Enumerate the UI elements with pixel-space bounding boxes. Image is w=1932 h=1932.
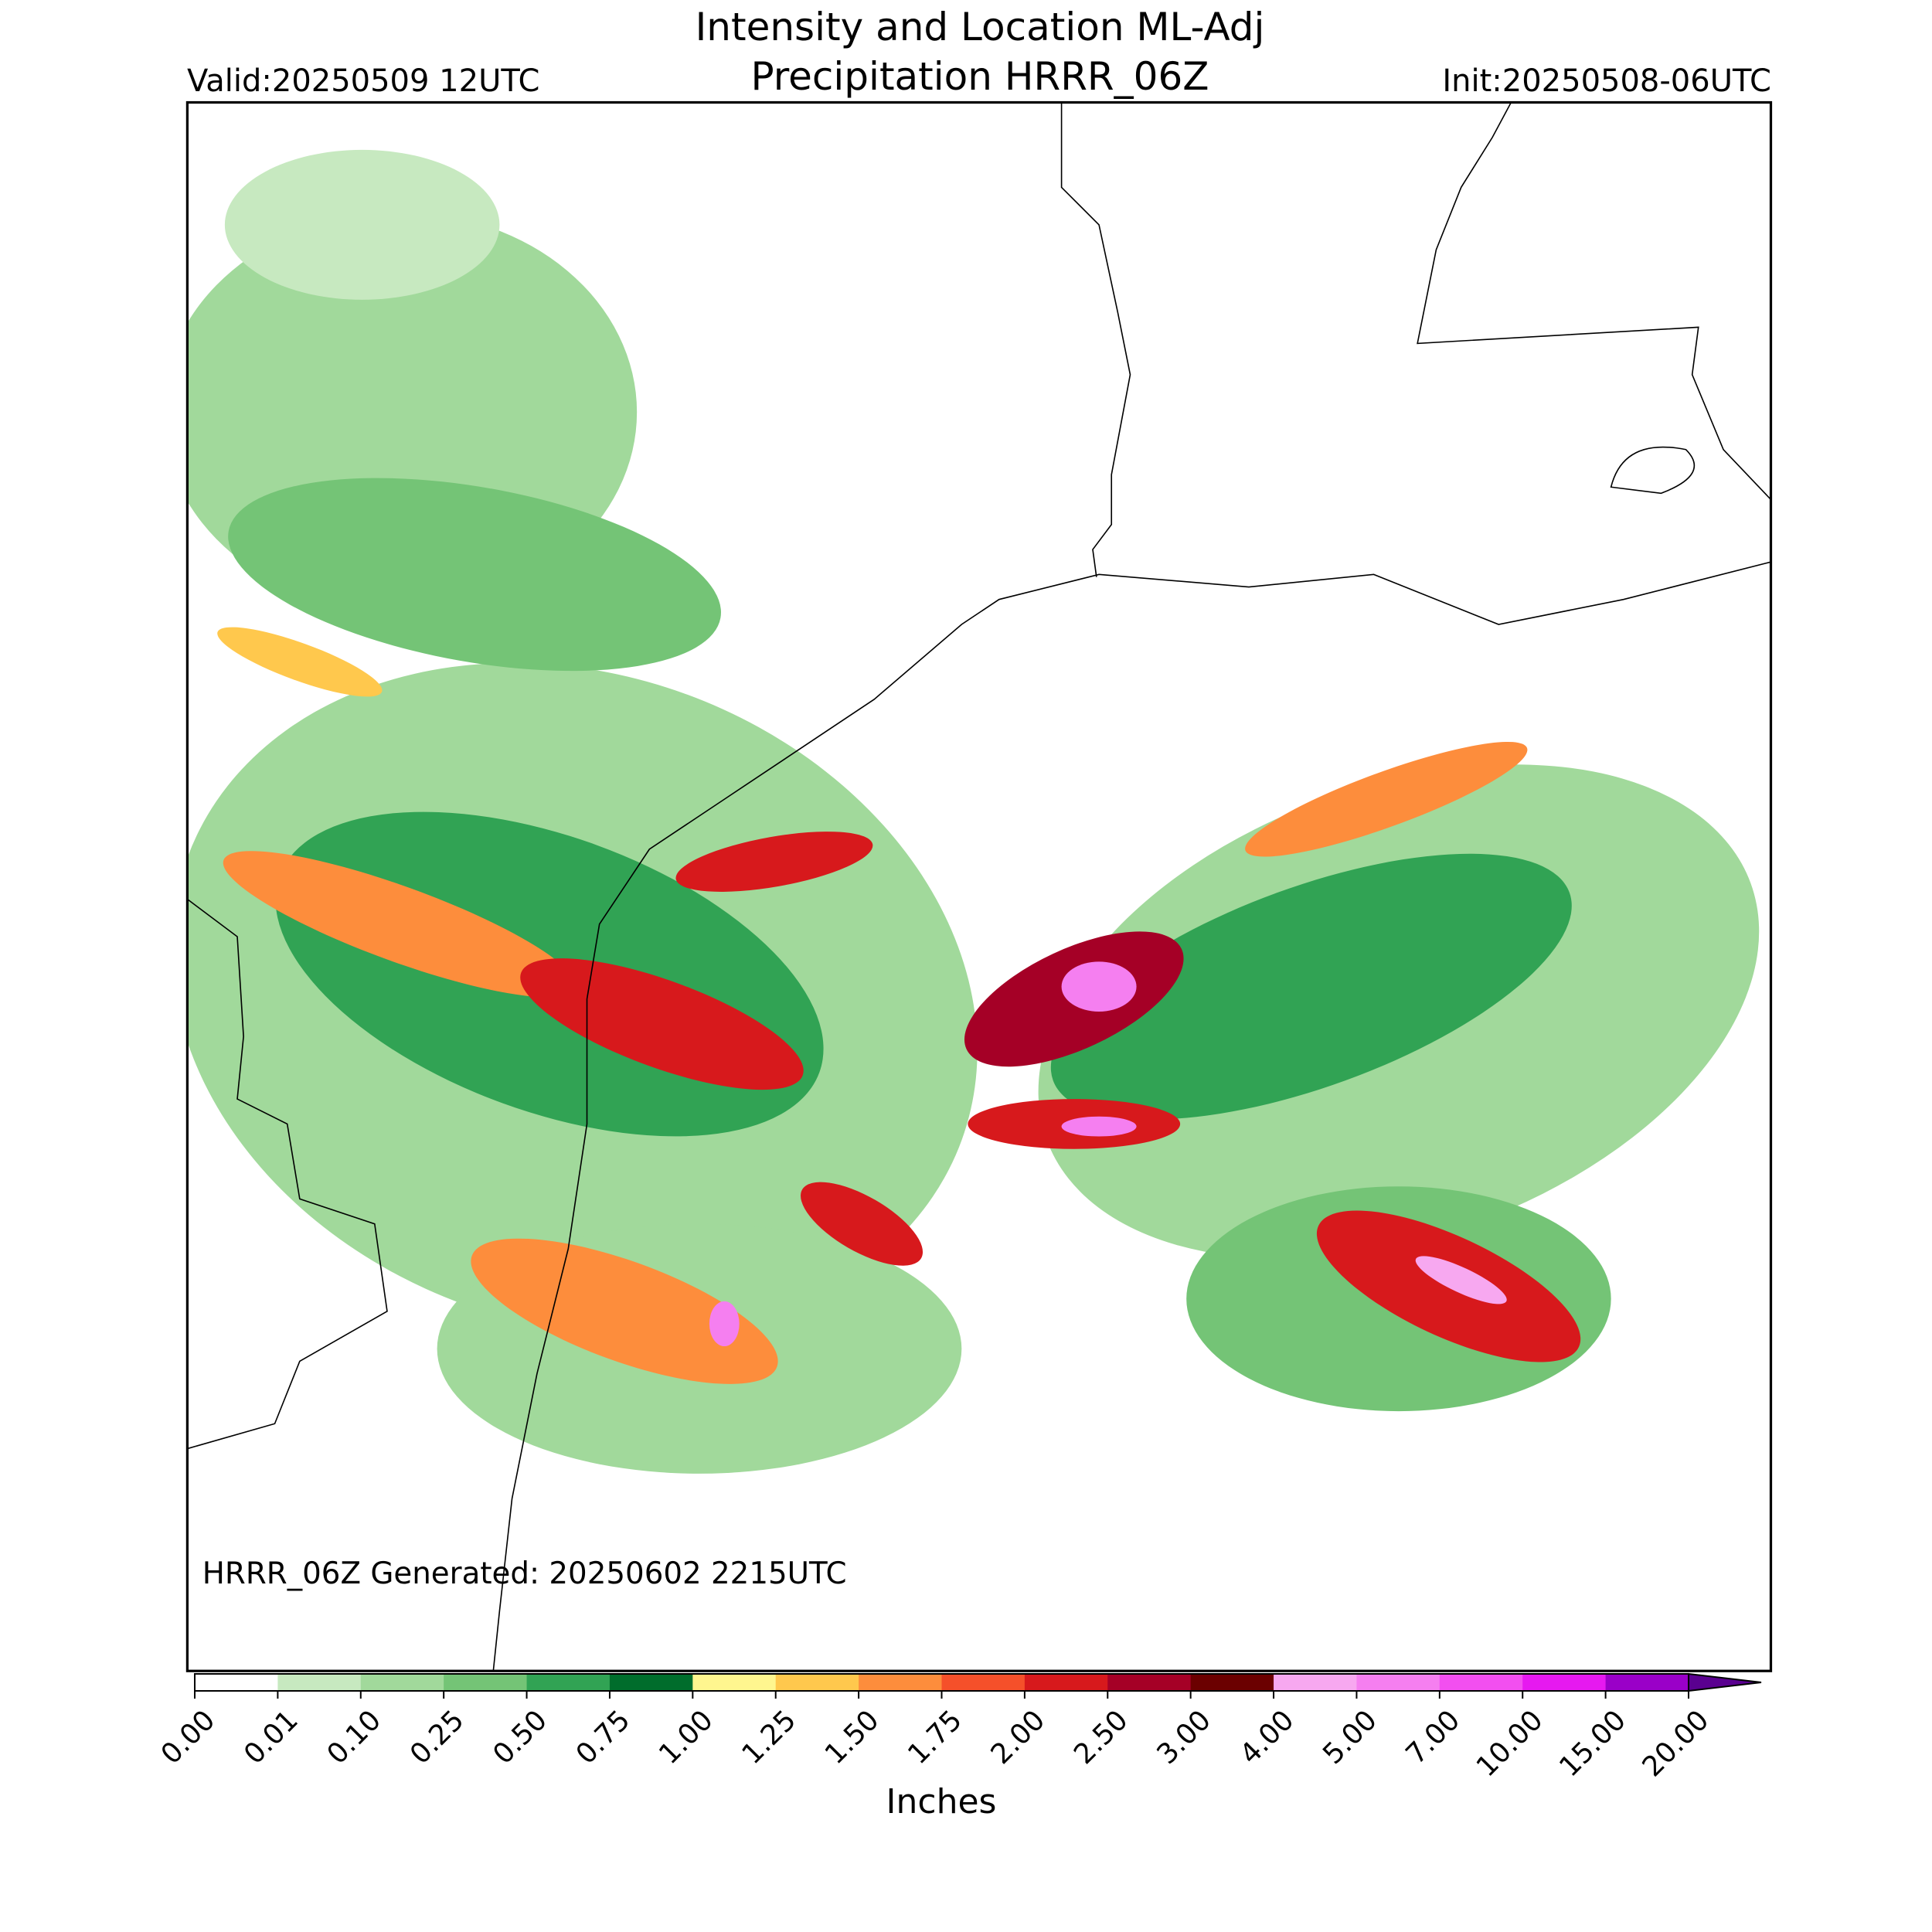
colorbar-segment [775, 1674, 859, 1691]
precip-band [223, 851, 577, 998]
colorbar-segment [1522, 1674, 1607, 1691]
precip-field [187, 149, 1760, 1474]
colorbar-segment [609, 1674, 693, 1691]
colorbar-extend [1688, 1672, 1762, 1692]
title-line-1: Intensity and Location ML-Adj [696, 5, 1265, 49]
map: HRRR_06Z Generated: 20250602 2215UTC [185, 100, 1773, 1672]
precip-band [217, 627, 383, 697]
colorbar-segment [1107, 1674, 1192, 1691]
colorbar-segment [692, 1674, 777, 1691]
lake [1610, 446, 1696, 495]
boundaries [186, 102, 1772, 1672]
colorbar-segment [526, 1674, 611, 1691]
map-frame [185, 100, 1773, 1672]
colorbar-tick-label: 10.00 [1471, 1704, 1549, 1783]
precip-core [709, 1301, 740, 1347]
border-line [186, 898, 388, 1450]
colorbar-segment [1356, 1674, 1440, 1691]
colorbar-segment [277, 1674, 362, 1691]
precip-band [1245, 741, 1528, 857]
colorbar-segment [444, 1674, 528, 1691]
state-line [1417, 102, 1772, 500]
init-time: Init:20250508-06UTC [1442, 63, 1771, 99]
colorbar-tick-label: 2.50 [1068, 1704, 1134, 1770]
colorbar-segment [195, 1674, 278, 1691]
colorbar-tick-label: 1.75 [902, 1704, 968, 1770]
colorbar-tick-label: 0.01 [238, 1704, 304, 1770]
colorbar-segment [1439, 1674, 1523, 1691]
colorbar-segment [859, 1674, 942, 1691]
colorbar-segment [360, 1674, 444, 1691]
precip-band [801, 1182, 923, 1266]
precip-core [1415, 1256, 1507, 1304]
colorbar-tick-label: 2.00 [985, 1704, 1052, 1770]
colorbar-tick-label: 0.00 [155, 1704, 222, 1770]
precip-area [1050, 853, 1572, 1120]
colorbar-tick-label: 4.00 [1234, 1704, 1301, 1770]
colorbar-segment [941, 1674, 1026, 1691]
colorbar: 0.00 0.01 0.10 0.25 0.50 0.75 1.00 1.25 1.50 1.75… [155, 1672, 1762, 1783]
colorbar-tick-label: 7.00 [1400, 1704, 1467, 1770]
precip-area [224, 149, 500, 300]
precip-band [675, 832, 873, 892]
colorbar-tick-label: 5.00 [1317, 1704, 1383, 1770]
valid-time: Valid:20250509 12UTC [187, 63, 539, 99]
title-line-2: Precipitation HRRR_06Z [750, 54, 1209, 99]
colorbar-tick-label: 1.50 [819, 1704, 886, 1770]
colorbar-tick-label: 1.25 [736, 1704, 803, 1770]
colorbar-segment [1190, 1674, 1274, 1691]
generated-note: HRRR_06Z Generated: 20250602 2215UTC [202, 1556, 847, 1591]
precip-area [228, 478, 721, 672]
colorbar-segment [1605, 1674, 1689, 1691]
coastline [492, 561, 1771, 1672]
precip-core [1061, 1116, 1137, 1137]
colorbar-tick-label: 0.25 [404, 1704, 471, 1770]
colorbar-tick-label: 20.00 [1637, 1704, 1716, 1783]
precip-core [1061, 961, 1137, 1012]
colorbar-tick-label: 1.00 [653, 1704, 719, 1770]
colorbar-tick-label: 3.00 [1151, 1704, 1217, 1770]
colorbar-label: Inches [886, 1782, 997, 1821]
colorbar-tick-label: 0.75 [570, 1704, 637, 1770]
colorbar-segment [1274, 1674, 1357, 1691]
colorbar-tick-label: 15.00 [1553, 1704, 1632, 1783]
colorbar-tick-label: 0.10 [321, 1704, 388, 1770]
colorbar-segment [1024, 1674, 1108, 1691]
precip-band [471, 1238, 778, 1384]
colorbar-tick-label: 0.50 [487, 1704, 553, 1770]
precip-band [520, 958, 804, 1090]
state-line [1060, 102, 1131, 577]
